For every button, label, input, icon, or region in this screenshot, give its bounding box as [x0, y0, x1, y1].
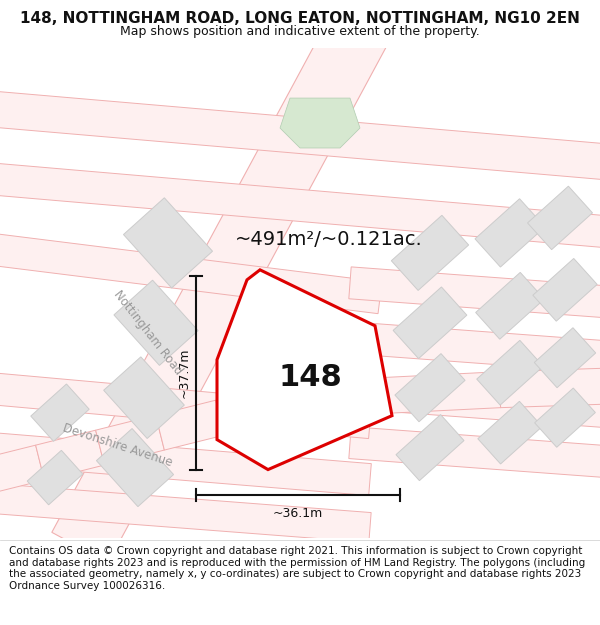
- Polygon shape: [217, 270, 392, 469]
- Text: 148, NOTTINGHAM ROAD, LONG EATON, NOTTINGHAM, NG10 2EN: 148, NOTTINGHAM ROAD, LONG EATON, NOTTIN…: [20, 11, 580, 26]
- Polygon shape: [527, 186, 592, 249]
- Polygon shape: [0, 232, 382, 314]
- Polygon shape: [114, 280, 198, 366]
- Polygon shape: [258, 401, 322, 464]
- Polygon shape: [379, 372, 501, 414]
- Text: Contains OS data © Crown copyright and database right 2021. This information is : Contains OS data © Crown copyright and d…: [9, 546, 585, 591]
- Polygon shape: [349, 267, 600, 319]
- Polygon shape: [288, 378, 382, 424]
- Polygon shape: [533, 259, 597, 321]
- Text: 148: 148: [278, 363, 342, 392]
- Polygon shape: [476, 272, 544, 339]
- Polygon shape: [396, 414, 464, 481]
- Polygon shape: [35, 430, 104, 480]
- Polygon shape: [95, 415, 164, 465]
- Polygon shape: [0, 432, 371, 496]
- Polygon shape: [280, 98, 360, 148]
- Polygon shape: [31, 384, 89, 441]
- Polygon shape: [0, 90, 600, 181]
- Text: ~36.1m: ~36.1m: [273, 506, 323, 519]
- Polygon shape: [27, 451, 83, 505]
- Polygon shape: [475, 199, 545, 267]
- Text: Nottingham Road: Nottingham Road: [111, 288, 185, 378]
- Polygon shape: [535, 388, 595, 448]
- Polygon shape: [535, 328, 596, 388]
- Polygon shape: [349, 377, 600, 429]
- Polygon shape: [477, 341, 543, 405]
- Polygon shape: [349, 322, 600, 374]
- Polygon shape: [0, 372, 371, 439]
- Polygon shape: [52, 13, 388, 562]
- Polygon shape: [217, 388, 293, 436]
- Polygon shape: [499, 368, 600, 408]
- Polygon shape: [0, 445, 44, 495]
- Polygon shape: [0, 162, 600, 249]
- Polygon shape: [97, 429, 173, 507]
- Text: Devonshire Avenue: Devonshire Avenue: [62, 422, 175, 469]
- Text: ~37.7m: ~37.7m: [178, 348, 191, 398]
- Polygon shape: [393, 287, 467, 359]
- Polygon shape: [395, 354, 465, 422]
- Polygon shape: [104, 357, 184, 439]
- Polygon shape: [258, 346, 322, 409]
- Polygon shape: [349, 427, 600, 479]
- Text: Map shows position and indicative extent of the property.: Map shows position and indicative extent…: [120, 24, 480, 38]
- Polygon shape: [124, 198, 212, 288]
- Polygon shape: [478, 401, 542, 464]
- Polygon shape: [155, 400, 224, 450]
- Text: ~491m²/~0.121ac.: ~491m²/~0.121ac.: [235, 231, 423, 249]
- Polygon shape: [0, 482, 371, 542]
- Polygon shape: [391, 215, 469, 291]
